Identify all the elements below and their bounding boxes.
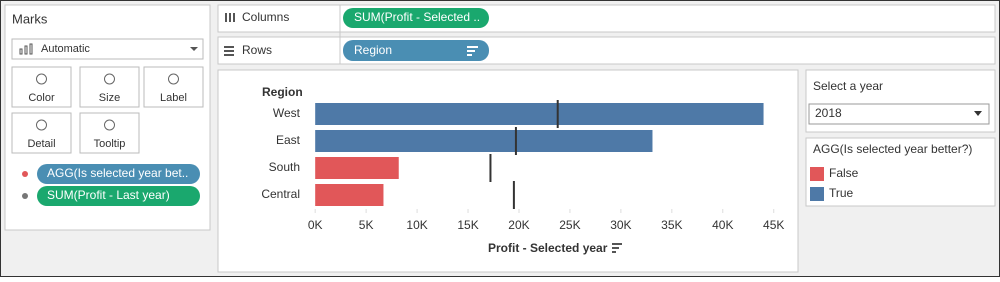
marks-title: Marks — [12, 11, 48, 26]
columns-pill-text: SUM(Profit - Selected .. — [354, 10, 480, 24]
sort-icon — [467, 46, 478, 56]
legend-label: True — [829, 186, 854, 200]
rows-shelf — [217, 36, 996, 65]
legend-label: False — [829, 166, 859, 180]
button-icon — [104, 73, 115, 85]
y-tick-label: West — [273, 106, 301, 120]
y-tick-label: East — [276, 133, 301, 147]
columns-shelf — [217, 4, 996, 33]
marks-pill[interactable] — [37, 164, 200, 184]
y-tick-label: South — [269, 160, 300, 174]
legend-card — [805, 137, 996, 207]
button-label: Color — [28, 92, 55, 104]
bar — [315, 130, 653, 152]
button-icon — [104, 119, 115, 131]
bar — [315, 184, 384, 206]
x-tick-label: 20K — [508, 218, 529, 232]
x-tick-label: 35K — [661, 218, 682, 232]
x-tick-label: 5K — [359, 218, 374, 232]
y-header: Region — [262, 85, 303, 99]
pill-icon — [22, 193, 28, 199]
marks-pill-text: SUM(Profit - Last year) — [47, 188, 170, 202]
button-icon — [168, 73, 179, 85]
marks-pill[interactable] — [37, 186, 200, 206]
dropdown-arrow — [974, 111, 982, 116]
x-tick-label: 30K — [610, 218, 631, 232]
y-tick-label: Central — [261, 187, 300, 201]
x-axis-title: Profit - Selected year — [488, 241, 608, 255]
x-tick-label: 0K — [308, 218, 323, 232]
columns-label: Columns — [242, 10, 289, 24]
filter-title: Select a year — [813, 79, 883, 93]
rows-pill-text: Region — [354, 43, 392, 57]
columns-icon — [225, 13, 235, 22]
year-dropdown[interactable] — [808, 103, 990, 125]
button-icon — [36, 119, 47, 131]
button-label: Detail — [27, 138, 55, 150]
marks-pill-text: AGG(Is selected year bet.. — [47, 166, 188, 180]
dropdown-arrow — [190, 47, 198, 51]
bar — [315, 103, 764, 125]
button-icon — [36, 73, 47, 85]
legend-title: AGG(Is selected year better?) — [813, 142, 972, 156]
rows-label: Rows — [242, 43, 272, 57]
x-tick-label: 15K — [457, 218, 478, 232]
button-label: Tooltip — [94, 138, 126, 150]
legend-swatch — [810, 167, 824, 181]
x-tick-label: 45K — [763, 218, 784, 232]
button-label: Size — [99, 92, 120, 104]
mark-type-dropdown[interactable] — [11, 38, 204, 60]
mark-type: Automatic — [41, 43, 90, 55]
legend-swatch — [810, 187, 824, 201]
year-value: 2018 — [815, 106, 842, 120]
rows-pill[interactable] — [343, 40, 489, 61]
bar — [315, 157, 399, 179]
button-label: Label — [160, 92, 187, 104]
x-tick-label: 25K — [559, 218, 580, 232]
pill-icon — [22, 171, 28, 177]
x-tick-label: 10K — [406, 218, 427, 232]
columns-pill[interactable] — [343, 8, 489, 28]
rows-icon — [224, 46, 234, 56]
bar-icon — [19, 43, 33, 55]
axis-sort-icon — [612, 243, 622, 253]
x-tick-label: 40K — [712, 218, 733, 232]
